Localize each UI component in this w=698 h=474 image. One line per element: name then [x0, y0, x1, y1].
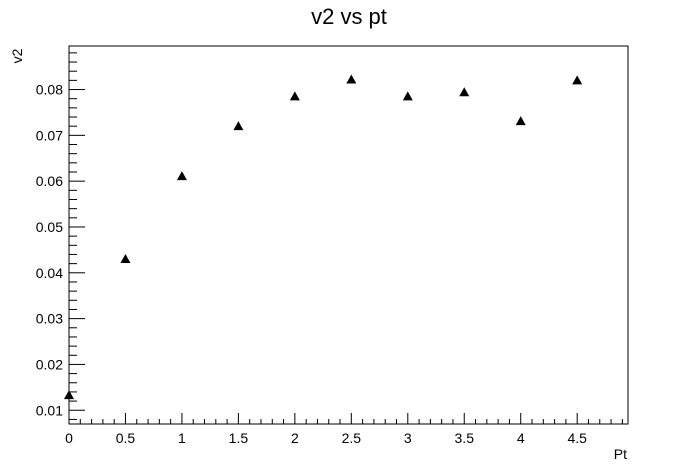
data-point-marker: [572, 75, 583, 85]
data-point-marker: [346, 74, 357, 84]
y-tick-label: 0.03: [36, 311, 63, 327]
data-point-marker: [459, 87, 470, 97]
data-point-marker: [515, 116, 526, 126]
y-axis-tick-labels: 0.01 0.02 0.03 0.04 0.05 0.06 0.07 0.08: [36, 82, 63, 419]
y-tick-label: 0.06: [36, 173, 63, 189]
x-tick-label: 0: [65, 430, 73, 446]
x-tick-label: 2: [291, 430, 299, 446]
plot-frame: [68, 45, 629, 425]
y-tick-label: 0.05: [36, 219, 63, 235]
data-point-marker: [64, 390, 74, 400]
chart-title: v2 vs pt: [311, 4, 387, 29]
y-tick-label: 0.04: [36, 265, 63, 281]
x-tick-label: 0.5: [116, 430, 136, 446]
data-point-marker: [120, 254, 131, 264]
x-tick-label: 1.5: [229, 430, 249, 446]
y-axis-label: v2: [9, 48, 25, 63]
y-tick-label: 0.07: [36, 127, 63, 143]
x-tick-label: 2.5: [342, 430, 362, 446]
x-axis-label: Pt: [614, 446, 627, 462]
data-point-marker: [233, 121, 244, 131]
data-point-marker: [176, 171, 187, 181]
x-axis-tick-labels: 0 0.5 1 1.5 2 2.5 3 3.5 4 4.5: [65, 430, 587, 446]
y-tick-label: 0.08: [36, 82, 63, 98]
x-tick-label: 4.5: [567, 430, 587, 446]
x-tick-label: 1: [178, 430, 186, 446]
data-point-marker: [289, 91, 300, 101]
y-tick-label: 0.02: [36, 356, 63, 372]
x-tick-label: 3: [404, 430, 412, 446]
x-tick-label: 3.5: [455, 430, 475, 446]
y-axis-ticks: [69, 52, 85, 420]
data-point-marker: [402, 91, 413, 101]
x-tick-label: 4: [517, 430, 525, 446]
data-points: [64, 74, 583, 400]
x-axis-ticks: [68, 413, 623, 424]
y-tick-label: 0.01: [36, 402, 63, 418]
